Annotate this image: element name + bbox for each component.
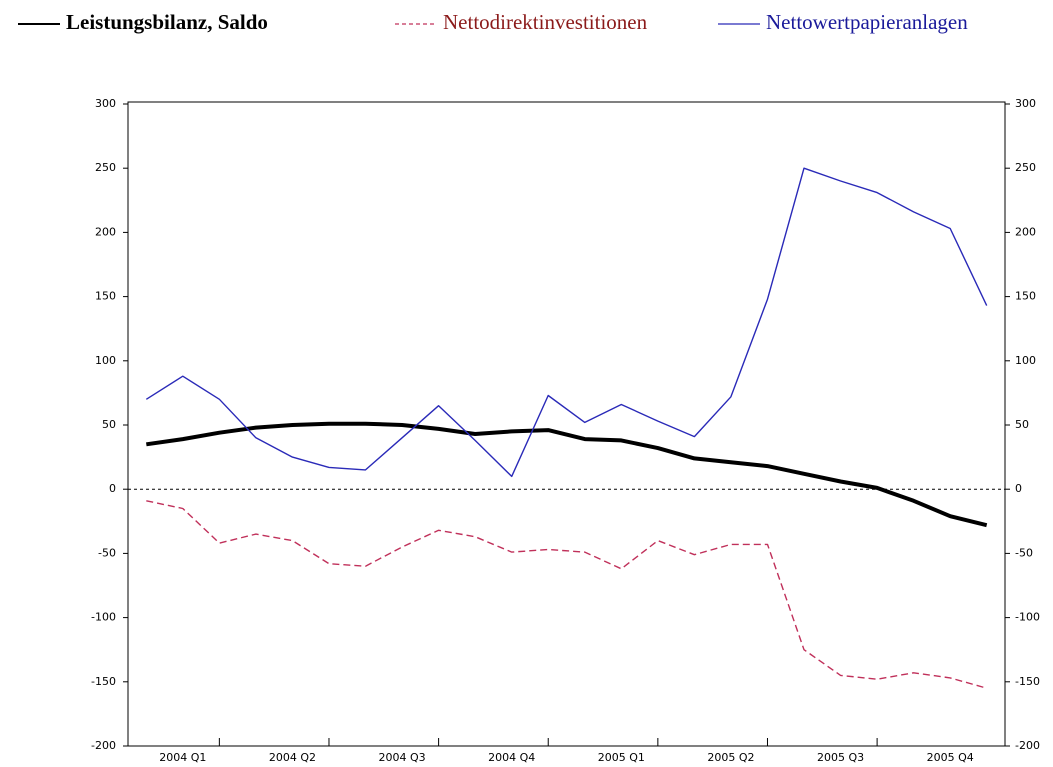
y-tick-label: -100: [91, 611, 116, 624]
y2-tick-label: 200: [1015, 225, 1036, 238]
y-tick-label: 250: [95, 161, 116, 174]
x-tick-label: 2005 Q3: [817, 751, 864, 764]
y-tick-label: 100: [95, 354, 116, 367]
legend-label: Leistungsbilanz, Saldo: [66, 10, 268, 34]
y2-tick-label: 150: [1015, 290, 1036, 303]
y-tick-label: 0: [109, 482, 116, 495]
x-tick-label: 2005 Q4: [927, 751, 974, 764]
y-tick-label: -200: [91, 739, 116, 752]
legend-label: Nettowertpapieranlagen: [766, 10, 968, 34]
series-line: [146, 500, 987, 689]
plot-frame: [127, 101, 1006, 747]
legend-label: Nettodirektinvestitionen: [443, 10, 648, 34]
y2-tick-label: 50: [1015, 418, 1029, 431]
y2-tick-label: -200: [1015, 739, 1040, 752]
x-tick-label: 2005 Q1: [598, 751, 645, 764]
x-tick-label: 2004 Q3: [378, 751, 425, 764]
x-tick-label: 2004 Q1: [159, 751, 206, 764]
y-tick-label: 150: [95, 290, 116, 303]
y2-tick-label: -100: [1015, 611, 1040, 624]
y-tick-label: -150: [91, 675, 116, 688]
y2-tick-label: 300: [1015, 97, 1036, 110]
series-line: [146, 421, 988, 528]
y-tick-label: 200: [95, 225, 116, 238]
x-tick-label: 2004 Q4: [488, 751, 535, 764]
x-tick-label: 2005 Q2: [707, 751, 754, 764]
y2-tick-label: 0: [1015, 482, 1022, 495]
y-tick-label: 50: [102, 418, 116, 431]
y-tick-label: -50: [98, 546, 116, 559]
x-tick-label: 2004 Q2: [269, 751, 316, 764]
series-line: [145, 167, 988, 478]
y2-tick-label: 100: [1015, 354, 1036, 367]
y2-tick-label: 250: [1015, 161, 1036, 174]
y2-tick-label: -150: [1015, 675, 1040, 688]
y2-tick-label: -50: [1015, 546, 1033, 559]
y-tick-label: 300: [95, 97, 116, 110]
